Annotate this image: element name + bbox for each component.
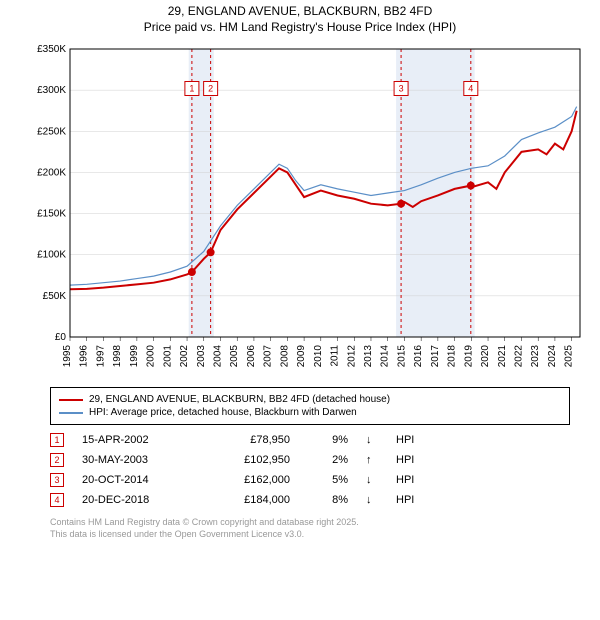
legend: 29, ENGLAND AVENUE, BLACKBURN, BB2 4FD (… bbox=[50, 387, 570, 425]
title-line-2: Price paid vs. HM Land Registry's House … bbox=[0, 20, 600, 36]
svg-text:2004: 2004 bbox=[212, 345, 223, 368]
svg-text:2002: 2002 bbox=[179, 345, 190, 368]
event-arrow: ↓ bbox=[366, 434, 378, 446]
event-hpi-tag: HPI bbox=[396, 494, 426, 506]
svg-text:1995: 1995 bbox=[62, 345, 73, 368]
event-price: £78,950 bbox=[210, 434, 290, 446]
svg-text:£150K: £150K bbox=[37, 209, 66, 220]
legend-row: 29, ENGLAND AVENUE, BLACKBURN, BB2 4FD (… bbox=[59, 394, 561, 405]
svg-text:£350K: £350K bbox=[37, 44, 66, 55]
chart-svg: £0 £50K £100K £150K £200K £250K £300K £350K 1995… bbox=[30, 43, 590, 383]
event-date: 20-DEC-2018 bbox=[82, 494, 192, 506]
event-marker: 4 bbox=[50, 493, 64, 507]
event-price: £102,950 bbox=[210, 454, 290, 466]
event-price: £162,000 bbox=[210, 474, 290, 486]
svg-text:2023: 2023 bbox=[530, 345, 541, 368]
event-row: 3 20-OCT-2014 £162,000 5% ↓ HPI bbox=[50, 473, 570, 487]
svg-text:1997: 1997 bbox=[95, 345, 106, 368]
svg-text:2021: 2021 bbox=[497, 345, 508, 368]
svg-text:2016: 2016 bbox=[413, 345, 424, 368]
event-hpi-tag: HPI bbox=[396, 454, 426, 466]
svg-text:2012: 2012 bbox=[346, 345, 357, 368]
svg-text:2020: 2020 bbox=[480, 345, 491, 368]
svg-text:2003: 2003 bbox=[196, 345, 207, 368]
svg-text:2019: 2019 bbox=[463, 345, 474, 368]
svg-text:2006: 2006 bbox=[246, 345, 257, 368]
event-marker: 3 bbox=[50, 473, 64, 487]
event-hpi-tag: HPI bbox=[396, 434, 426, 446]
event-pct: 2% bbox=[308, 454, 348, 466]
event-marker: 2 bbox=[50, 453, 64, 467]
event-arrow: ↓ bbox=[366, 494, 378, 506]
footnote-line-2: This data is licensed under the Open Gov… bbox=[50, 529, 570, 541]
svg-text:1998: 1998 bbox=[112, 345, 123, 368]
event-price: £184,000 bbox=[210, 494, 290, 506]
event-row: 2 30-MAY-2003 £102,950 2% ↑ HPI bbox=[50, 453, 570, 467]
legend-label: 29, ENGLAND AVENUE, BLACKBURN, BB2 4FD (… bbox=[89, 394, 390, 405]
svg-text:2: 2 bbox=[208, 84, 213, 94]
event-row: 4 20-DEC-2018 £184,000 8% ↓ HPI bbox=[50, 493, 570, 507]
footnote-line-1: Contains HM Land Registry data © Crown c… bbox=[50, 517, 570, 529]
event-date: 20-OCT-2014 bbox=[82, 474, 192, 486]
event-table: 1 15-APR-2002 £78,950 9% ↓ HPI 2 30-MAY-2003 £10… bbox=[50, 433, 570, 507]
svg-text:£0: £0 bbox=[55, 332, 67, 343]
event-hpi-tag: HPI bbox=[396, 474, 426, 486]
svg-text:2005: 2005 bbox=[229, 345, 240, 368]
svg-text:2011: 2011 bbox=[330, 345, 341, 367]
svg-text:2015: 2015 bbox=[396, 345, 407, 368]
footnote: Contains HM Land Registry data © Crown c… bbox=[50, 517, 570, 540]
svg-text:2009: 2009 bbox=[296, 345, 307, 368]
event-pct: 9% bbox=[308, 434, 348, 446]
svg-text:1996: 1996 bbox=[79, 345, 90, 368]
legend-row: HPI: Average price, detached house, Blac… bbox=[59, 407, 561, 418]
svg-text:2017: 2017 bbox=[430, 345, 441, 368]
svg-text:2007: 2007 bbox=[263, 345, 274, 368]
event-marker: 1 bbox=[50, 433, 64, 447]
event-arrow: ↓ bbox=[366, 474, 378, 486]
title-line-1: 29, ENGLAND AVENUE, BLACKBURN, BB2 4FD bbox=[0, 4, 600, 20]
svg-text:2010: 2010 bbox=[313, 345, 324, 368]
event-date: 15-APR-2002 bbox=[82, 434, 192, 446]
svg-text:2025: 2025 bbox=[564, 345, 575, 368]
legend-swatch bbox=[59, 399, 83, 401]
svg-text:2024: 2024 bbox=[547, 345, 558, 368]
svg-text:2022: 2022 bbox=[513, 345, 524, 368]
svg-text:2013: 2013 bbox=[363, 345, 374, 368]
svg-text:3: 3 bbox=[399, 84, 404, 94]
svg-text:4: 4 bbox=[468, 84, 473, 94]
event-row: 1 15-APR-2002 £78,950 9% ↓ HPI bbox=[50, 433, 570, 447]
svg-text:2000: 2000 bbox=[146, 345, 157, 368]
event-arrow: ↑ bbox=[366, 454, 378, 466]
svg-text:£50K: £50K bbox=[43, 291, 67, 302]
event-pct: 8% bbox=[308, 494, 348, 506]
svg-text:2014: 2014 bbox=[380, 345, 391, 368]
svg-text:£100K: £100K bbox=[37, 250, 66, 261]
legend-label: HPI: Average price, detached house, Blac… bbox=[89, 407, 357, 418]
svg-text:£200K: £200K bbox=[37, 168, 66, 179]
event-date: 30-MAY-2003 bbox=[82, 454, 192, 466]
svg-text:2001: 2001 bbox=[162, 345, 173, 368]
svg-text:1999: 1999 bbox=[129, 345, 140, 368]
svg-text:2008: 2008 bbox=[279, 345, 290, 368]
chart-container: { "title": { "line1": "29, ENGLAND AVENU… bbox=[0, 0, 600, 545]
chart-plot: £0 £50K £100K £150K £200K £250K £300K £350K 1995… bbox=[30, 43, 590, 383]
chart-title: 29, ENGLAND AVENUE, BLACKBURN, BB2 4FD P… bbox=[0, 4, 600, 35]
event-pct: 5% bbox=[308, 474, 348, 486]
svg-text:£250K: £250K bbox=[37, 126, 66, 137]
svg-text:£300K: £300K bbox=[37, 85, 66, 96]
legend-swatch bbox=[59, 412, 83, 414]
svg-text:1: 1 bbox=[189, 84, 194, 94]
svg-text:2018: 2018 bbox=[447, 345, 458, 368]
